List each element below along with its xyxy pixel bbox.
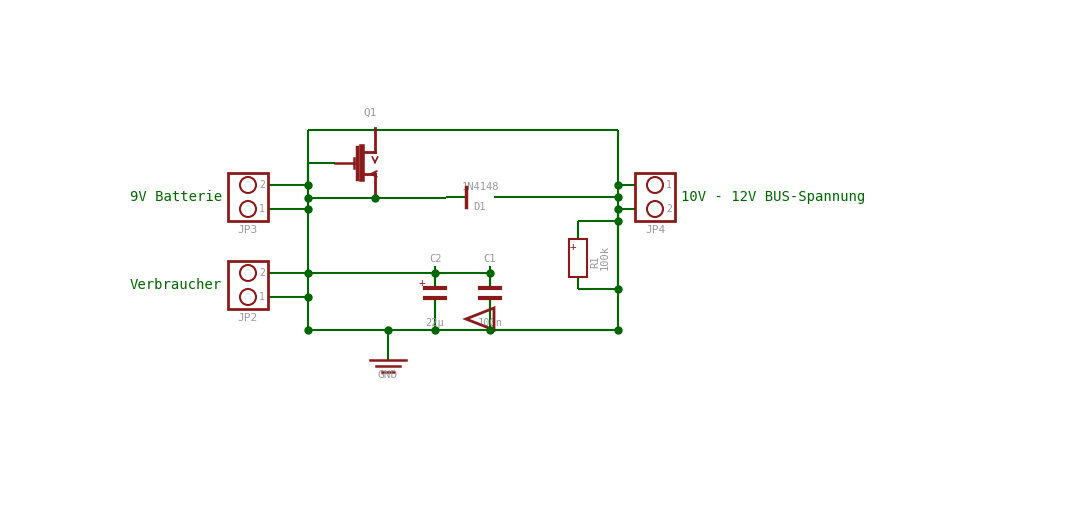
Text: 9V Batterie: 9V Batterie	[130, 190, 222, 204]
Text: 22μ: 22μ	[426, 318, 444, 328]
Bar	[228, 173, 268, 221]
Text: JP4: JP4	[645, 225, 665, 235]
Text: 1N4148: 1N4148	[462, 182, 499, 192]
Text: +: +	[418, 278, 426, 288]
Text: R1: R1	[590, 256, 600, 268]
Text: 1: 1	[259, 292, 265, 302]
Text: C2: C2	[429, 254, 441, 264]
Text: 100n: 100n	[477, 318, 502, 328]
Text: 10V - 12V BUS-Spannung: 10V - 12V BUS-Spannung	[681, 190, 866, 204]
Bar	[568, 239, 587, 277]
Text: JP2: JP2	[237, 313, 258, 323]
Text: +: +	[570, 242, 576, 252]
Text: D1: D1	[474, 202, 487, 212]
Text: C1: C1	[484, 254, 497, 264]
Text: 2: 2	[259, 268, 265, 278]
Text: 2: 2	[259, 180, 265, 190]
Text: Q1: Q1	[364, 108, 377, 118]
Text: 100k: 100k	[600, 246, 610, 270]
Text: JP3: JP3	[237, 225, 258, 235]
Bar	[228, 261, 268, 309]
Text: 1: 1	[666, 180, 672, 190]
Text: 1: 1	[259, 204, 265, 214]
Text: Verbraucher: Verbraucher	[130, 278, 222, 292]
Bar	[635, 173, 675, 221]
Text: GND: GND	[378, 370, 399, 380]
Text: 2: 2	[666, 204, 672, 214]
